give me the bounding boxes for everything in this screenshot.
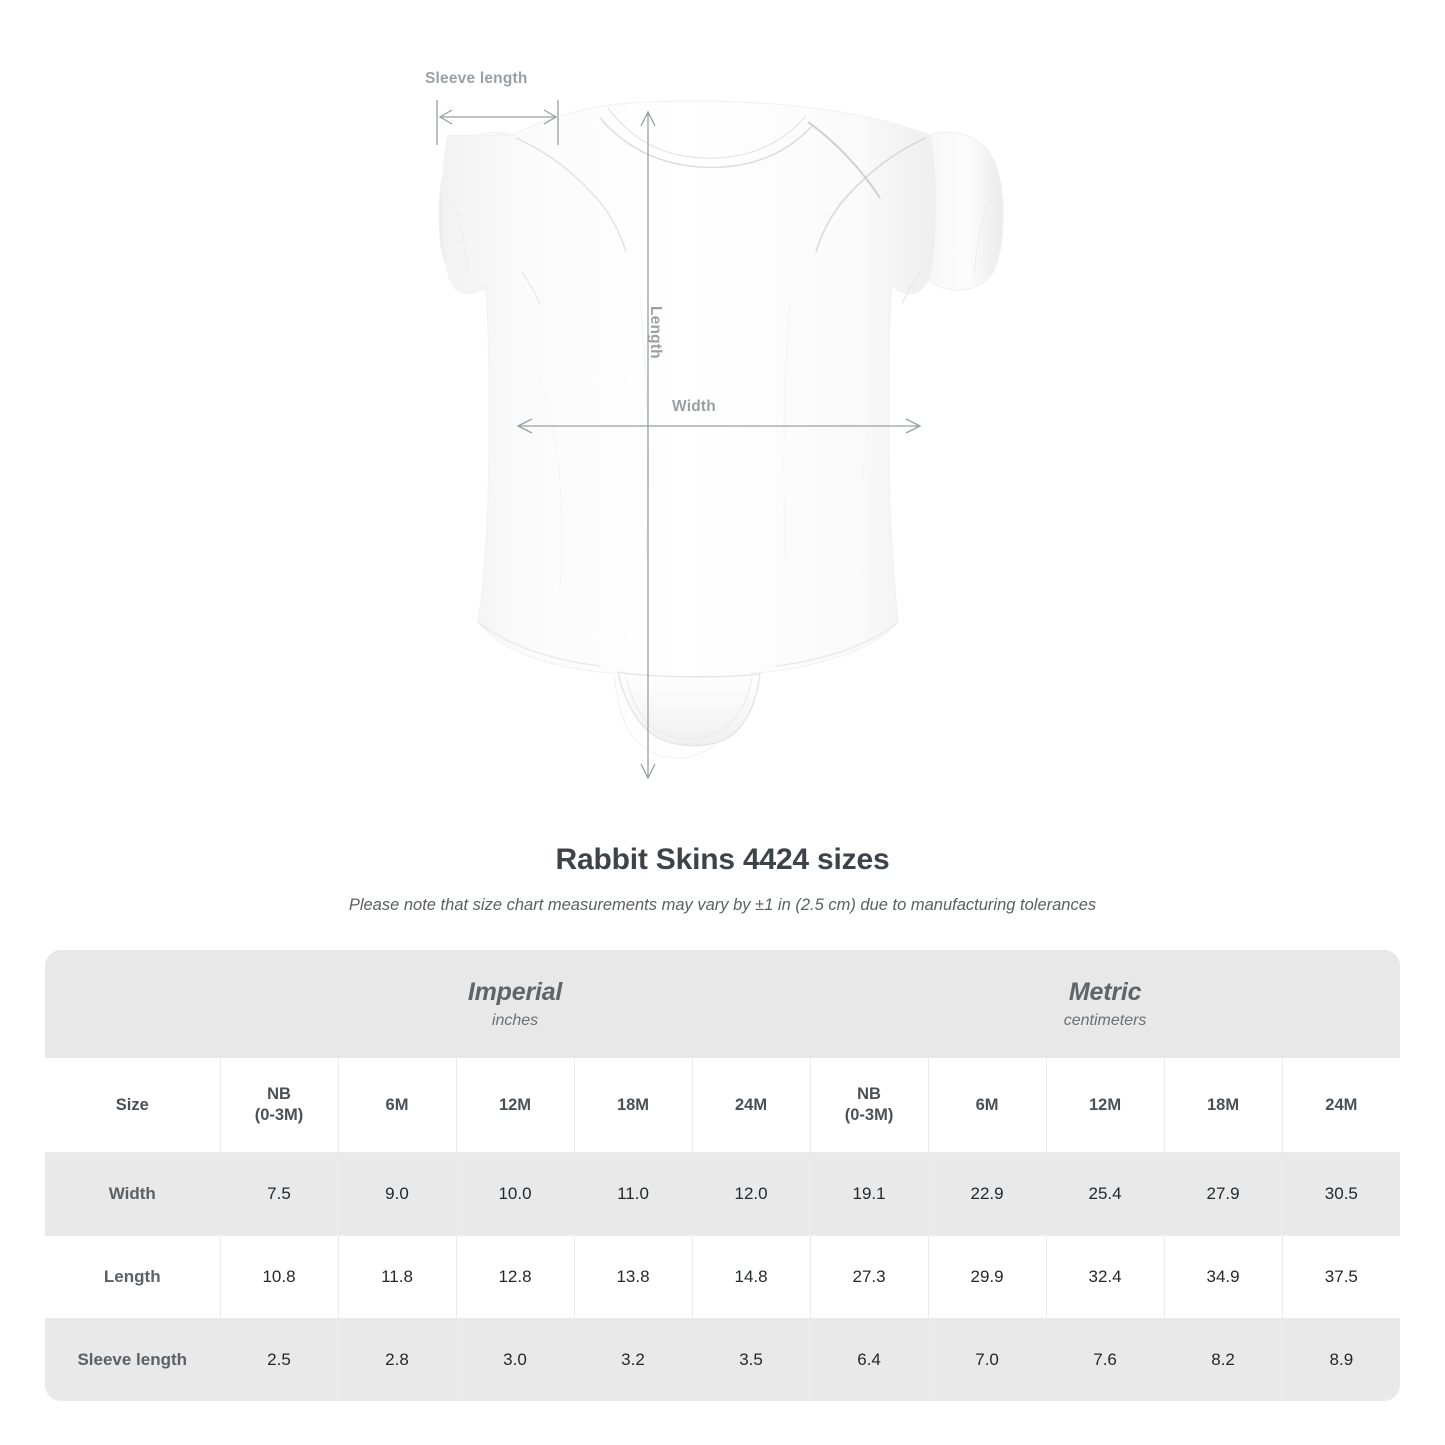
- title-block: Rabbit Skins 4424 sizes Please note that…: [0, 840, 1445, 916]
- cell-length-24m-in: 14.8: [692, 1235, 811, 1319]
- unit-band-spacer: [45, 950, 220, 1058]
- col-header-18m-imperial: 18M: [574, 1058, 693, 1153]
- col-header-18m-metric: 18M: [1164, 1058, 1283, 1153]
- row-label-sleeve-length: Sleeve length: [45, 1318, 221, 1401]
- cell-length-24m-cm: 37.5: [1282, 1235, 1401, 1319]
- cell-sleeve-24m-cm: 8.9: [1282, 1318, 1401, 1401]
- col-header-12m-metric: 12M: [1046, 1058, 1165, 1153]
- tolerance-note: Please note that size chart measurements…: [348, 896, 1097, 914]
- cell-length-12m-cm: 32.4: [1046, 1235, 1165, 1319]
- cell-length-12m-in: 12.8: [456, 1235, 575, 1319]
- col-header-6m-imperial: 6M: [338, 1058, 457, 1153]
- col-header-nb-metric: NB (0-3M): [810, 1058, 929, 1153]
- onesie-body-shape: [438, 100, 1004, 759]
- cell-length-nb-in: 10.8: [220, 1235, 339, 1319]
- col-header-nb-imperial: NB (0-3M): [220, 1058, 339, 1153]
- unit-imperial-sub: inches: [491, 1011, 539, 1029]
- cell-width-24m-cm: 30.5: [1282, 1152, 1401, 1236]
- cell-width-18m-in: 11.0: [574, 1152, 693, 1236]
- row-label-width: Width: [45, 1152, 221, 1236]
- col-header-line2: (0-3M): [844, 1106, 894, 1124]
- col-header-line2: (0-3M): [254, 1106, 304, 1124]
- col-header-line1: NB: [857, 1085, 881, 1103]
- cell-sleeve-24m-in: 3.5: [692, 1318, 811, 1401]
- cell-width-12m-in: 10.0: [456, 1152, 575, 1236]
- cell-sleeve-6m-cm: 7.0: [928, 1318, 1047, 1401]
- cell-sleeve-12m-in: 3.0: [456, 1318, 575, 1401]
- width-label: Width: [672, 398, 716, 415]
- unit-metric-cell: Metric centimeters: [810, 950, 1401, 1058]
- cell-width-24m-in: 12.0: [692, 1152, 811, 1236]
- cell-sleeve-18m-cm: 8.2: [1164, 1318, 1283, 1401]
- cell-width-nb-in: 7.5: [220, 1152, 339, 1236]
- cell-sleeve-18m-in: 3.2: [574, 1318, 693, 1401]
- cell-width-6m-cm: 22.9: [928, 1152, 1047, 1236]
- size-chart-table-wrapper: Imperial inches Metric centimeters Size …: [45, 950, 1401, 1401]
- onesie-illustration: [436, 100, 1004, 780]
- table-row: Sleeve length 2.5 2.8 3.0 3.2 3.5 6.4 7.…: [45, 1318, 1401, 1401]
- page-title: Rabbit Skins 4424 sizes: [555, 843, 890, 876]
- size-chart-table: Imperial inches Metric centimeters Size …: [45, 950, 1401, 1401]
- cell-length-18m-cm: 34.9: [1164, 1235, 1283, 1319]
- cell-sleeve-nb-cm: 6.4: [810, 1318, 929, 1401]
- sleeve-length-dimension: [436, 100, 559, 145]
- col-header-24m-imperial: 24M: [692, 1058, 811, 1153]
- table-row: Length 10.8 11.8 12.8 13.8 14.8 27.3 29.…: [45, 1235, 1401, 1319]
- cell-sleeve-6m-in: 2.8: [338, 1318, 457, 1401]
- cell-sleeve-nb-in: 2.5: [220, 1318, 339, 1401]
- unit-metric-sub: centimeters: [1063, 1011, 1147, 1029]
- sleeve-length-label: Sleeve length: [425, 70, 528, 87]
- garment-diagram: Sleeve length Length Width: [425, 70, 1004, 780]
- cell-length-nb-cm: 27.3: [810, 1235, 929, 1319]
- table-row: Width 7.5 9.0 10.0 11.0 12.0 19.1 22.9 2…: [45, 1152, 1401, 1236]
- col-header-24m-metric: 24M: [1282, 1058, 1401, 1153]
- unit-imperial-cell: Imperial inches: [220, 950, 811, 1058]
- unit-system-row: Imperial inches Metric centimeters: [45, 950, 1401, 1058]
- cell-length-6m-cm: 29.9: [928, 1235, 1047, 1319]
- cell-sleeve-12m-cm: 7.6: [1046, 1318, 1165, 1401]
- size-header-cell: Size: [45, 1058, 221, 1153]
- length-label: Length: [647, 306, 664, 359]
- cell-width-18m-cm: 27.9: [1164, 1152, 1283, 1236]
- measurement-annotations: [436, 100, 922, 780]
- unit-metric-name: Metric: [1068, 977, 1142, 1006]
- cell-length-6m-in: 11.8: [338, 1235, 457, 1319]
- cell-width-12m-cm: 25.4: [1046, 1152, 1165, 1236]
- cell-width-6m-in: 9.0: [338, 1152, 457, 1236]
- unit-imperial-name: Imperial: [467, 977, 563, 1006]
- col-header-line1: NB: [267, 1085, 291, 1103]
- cell-length-18m-in: 13.8: [574, 1235, 693, 1319]
- cell-width-nb-cm: 19.1: [810, 1152, 929, 1236]
- col-header-6m-metric: 6M: [928, 1058, 1047, 1153]
- width-dimension: [516, 418, 922, 434]
- length-dimension: [640, 110, 656, 780]
- row-label-length: Length: [45, 1235, 221, 1319]
- size-header-row: Size NB (0-3M) 6M 12M 18M 24M NB (0-3M) …: [45, 1058, 1401, 1153]
- col-header-12m-imperial: 12M: [456, 1058, 575, 1153]
